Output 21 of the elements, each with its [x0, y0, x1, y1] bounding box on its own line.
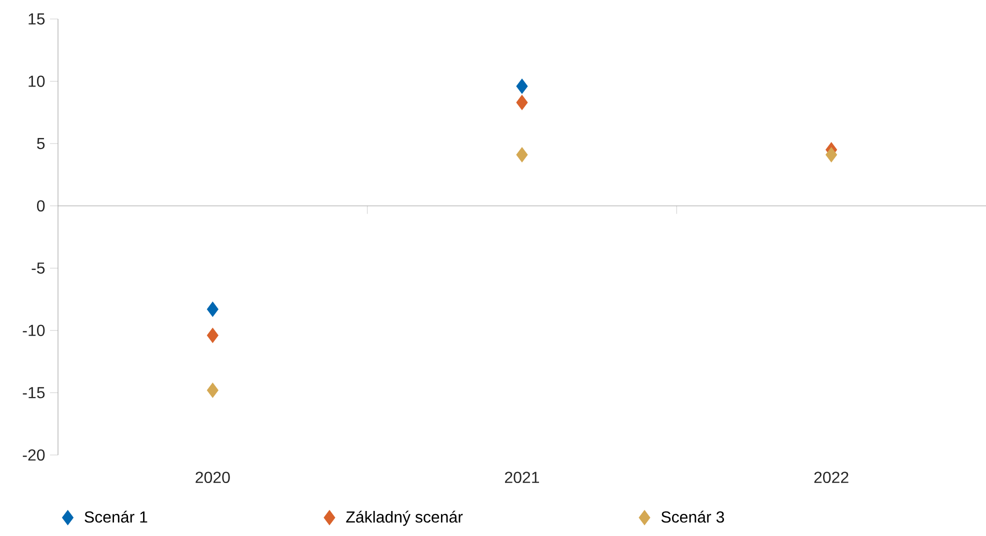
x-tick-label: 2021 — [505, 472, 540, 484]
point — [516, 78, 528, 94]
point — [206, 382, 218, 398]
x-tick-label: 2022 — [814, 472, 848, 484]
legend-label: Scenár 3 — [661, 510, 724, 523]
y-tick-label: 15 — [28, 13, 45, 25]
y-tick-label: 5 — [37, 138, 45, 150]
y-tick-label: -20 — [22, 449, 45, 461]
point — [516, 147, 528, 162]
y-tick-label: -5 — [32, 262, 45, 274]
x-tick-label: 2020 — [196, 472, 230, 484]
point — [206, 302, 218, 317]
point — [826, 147, 838, 162]
legend-label: Scenár 1 — [84, 510, 148, 523]
y-tick-label: 10 — [28, 76, 45, 87]
legend-label: Základný scenár — [346, 510, 463, 526]
y-tick-label: -10 — [22, 324, 45, 336]
y-tick-label: -15 — [22, 387, 45, 398]
y-tick-label: 0 — [37, 200, 45, 212]
point — [516, 94, 528, 110]
point — [206, 328, 218, 344]
